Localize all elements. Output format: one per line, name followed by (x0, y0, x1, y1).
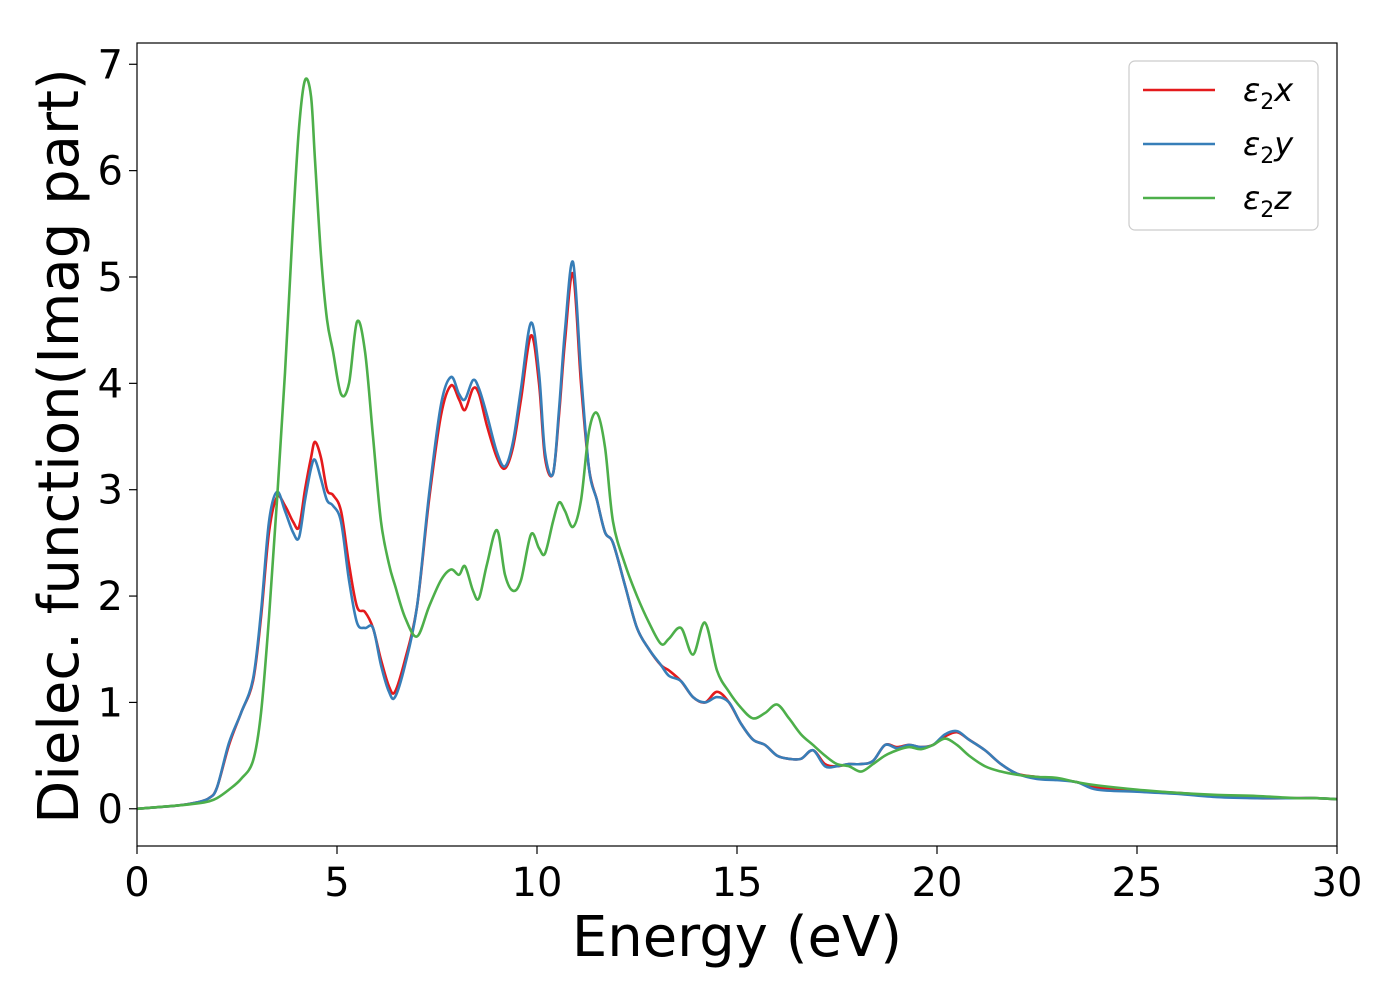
x-tick-label: 30 (1312, 860, 1363, 906)
y-tick-label: 6 (98, 149, 123, 195)
x-tick-label: 20 (912, 860, 963, 906)
x-tick-label: 25 (1112, 860, 1163, 906)
x-tick-label: 10 (512, 860, 563, 906)
y-tick-label: 3 (98, 468, 123, 514)
x-tick-label: 0 (124, 860, 149, 906)
y-tick-label: 0 (98, 787, 123, 833)
y-tick-label: 4 (98, 361, 123, 407)
x-axis-title: Energy (eV) (572, 905, 902, 970)
y-tick-label: 5 (98, 255, 123, 301)
y-axis-title: Dielec. function(Imag part) (27, 68, 92, 824)
y-tick-label: 1 (98, 680, 123, 726)
x-tick-label: 5 (324, 860, 349, 906)
y-tick-label: 2 (98, 574, 123, 620)
y-tick-label: 7 (98, 42, 123, 88)
x-tick-label: 15 (712, 860, 763, 906)
